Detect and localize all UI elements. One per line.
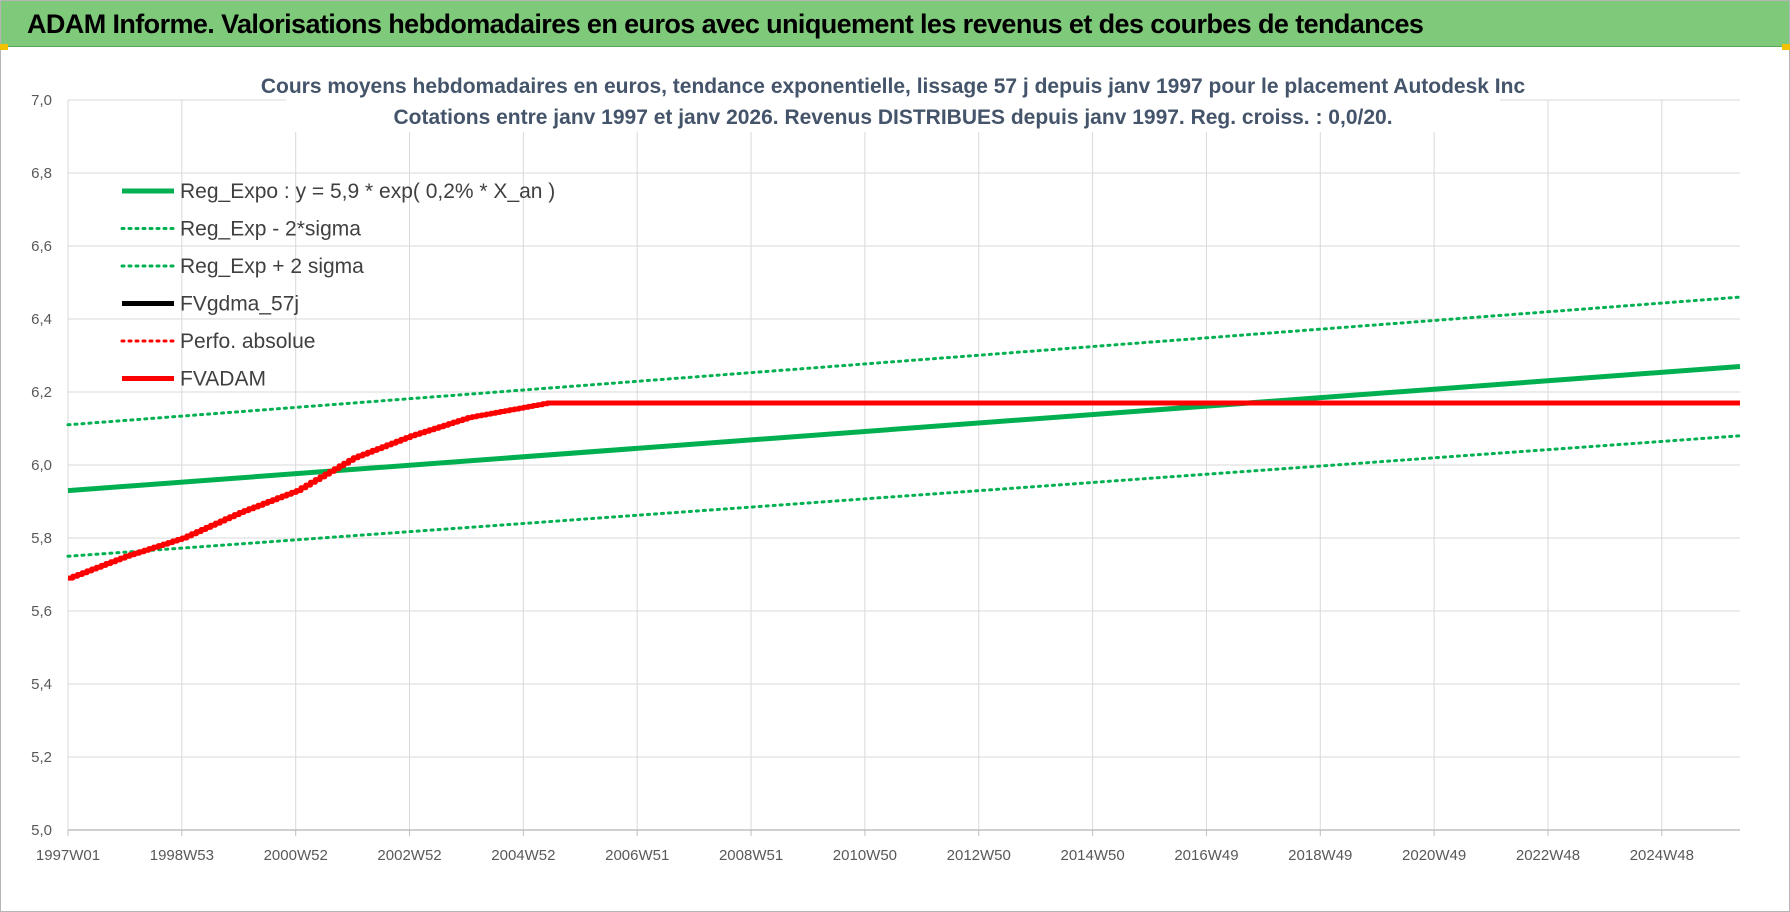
y-tick-label: 6,4 xyxy=(31,311,52,328)
x-tick-label: 1998W53 xyxy=(150,847,214,864)
x-tick-label: 2014W50 xyxy=(1060,847,1124,864)
grid xyxy=(67,99,1740,831)
legend: Reg_Expo : y = 5,9 * exp( 0,2% * X_an ) R… xyxy=(120,180,555,391)
x-tick-label: 2004W52 xyxy=(491,847,555,864)
x-tick-label: 2010W50 xyxy=(833,847,897,864)
legend-entry-label: Perfo. absolue xyxy=(180,330,315,353)
x-tick-label: 2018W49 xyxy=(1288,847,1352,864)
y-tick-label: 5,0 xyxy=(31,822,52,839)
series-line-1 xyxy=(66,434,1742,558)
series-line-3 xyxy=(68,400,1740,581)
page-title: ADAM Informe. Valorisations hebdomadaire… xyxy=(27,9,1424,39)
header-banner: ADAM Informe. Valorisations hebdomadaire… xyxy=(1,1,1789,47)
corner-marker-left xyxy=(0,44,8,50)
series-line-2 xyxy=(66,295,1742,427)
axes: 5,0 5,2 5,4 5,6 5,8 6,0 6,2 6,4 6,6 6,8 7,0 1997W01… xyxy=(31,92,1740,864)
legend-entry-label: Reg_Exp - 2*sigma xyxy=(180,218,361,241)
legend-entry-label: Reg_Expo : y = 5,9 * exp( 0,2% * X_an ) xyxy=(180,180,555,203)
x-tick-label: 2012W50 xyxy=(947,847,1011,864)
chart-title: Cours moyens hebdomadaires en euros, ten… xyxy=(261,68,1526,132)
y-tick-label: 5,2 xyxy=(31,749,52,766)
x-tick-label: 2024W48 xyxy=(1630,847,1694,864)
legend-entry-label: Reg_Exp + 2 sigma xyxy=(180,255,364,278)
chart-title-line-2: Cotations entre janv 1997 et janv 2026. … xyxy=(393,106,1392,129)
y-tick-label: 6,8 xyxy=(31,165,52,182)
corner-marker-right xyxy=(1782,44,1790,50)
y-tick-label: 7,0 xyxy=(31,92,52,109)
y-tick-label: 5,8 xyxy=(31,530,52,547)
y-tick-label: 6,2 xyxy=(31,384,52,401)
x-tick-label: 2008W51 xyxy=(719,847,783,864)
x-tick-label: 2016W49 xyxy=(1174,847,1238,864)
x-tick-label: 2000W52 xyxy=(264,847,328,864)
x-tick-label: 2020W49 xyxy=(1402,847,1466,864)
y-tick-label: 6,0 xyxy=(31,457,52,474)
legend-entry-label: FVADAM xyxy=(180,368,266,391)
legend-entry-label: FVgdma_57j xyxy=(180,293,299,316)
y-tick-label: 5,6 xyxy=(31,603,52,620)
x-tick-label: 2006W51 xyxy=(605,847,669,864)
x-tick-label: 2002W52 xyxy=(377,847,441,864)
y-tick-label: 5,4 xyxy=(31,676,52,693)
y-tick-label: 6,6 xyxy=(31,238,52,255)
series-line-0 xyxy=(67,364,1741,494)
x-tick-label: 1997W01 xyxy=(36,847,100,864)
series xyxy=(66,295,1742,581)
x-tick-label: 2022W48 xyxy=(1516,847,1580,864)
chart-title-line-1: Cours moyens hebdomadaires en euros, ten… xyxy=(261,75,1526,98)
